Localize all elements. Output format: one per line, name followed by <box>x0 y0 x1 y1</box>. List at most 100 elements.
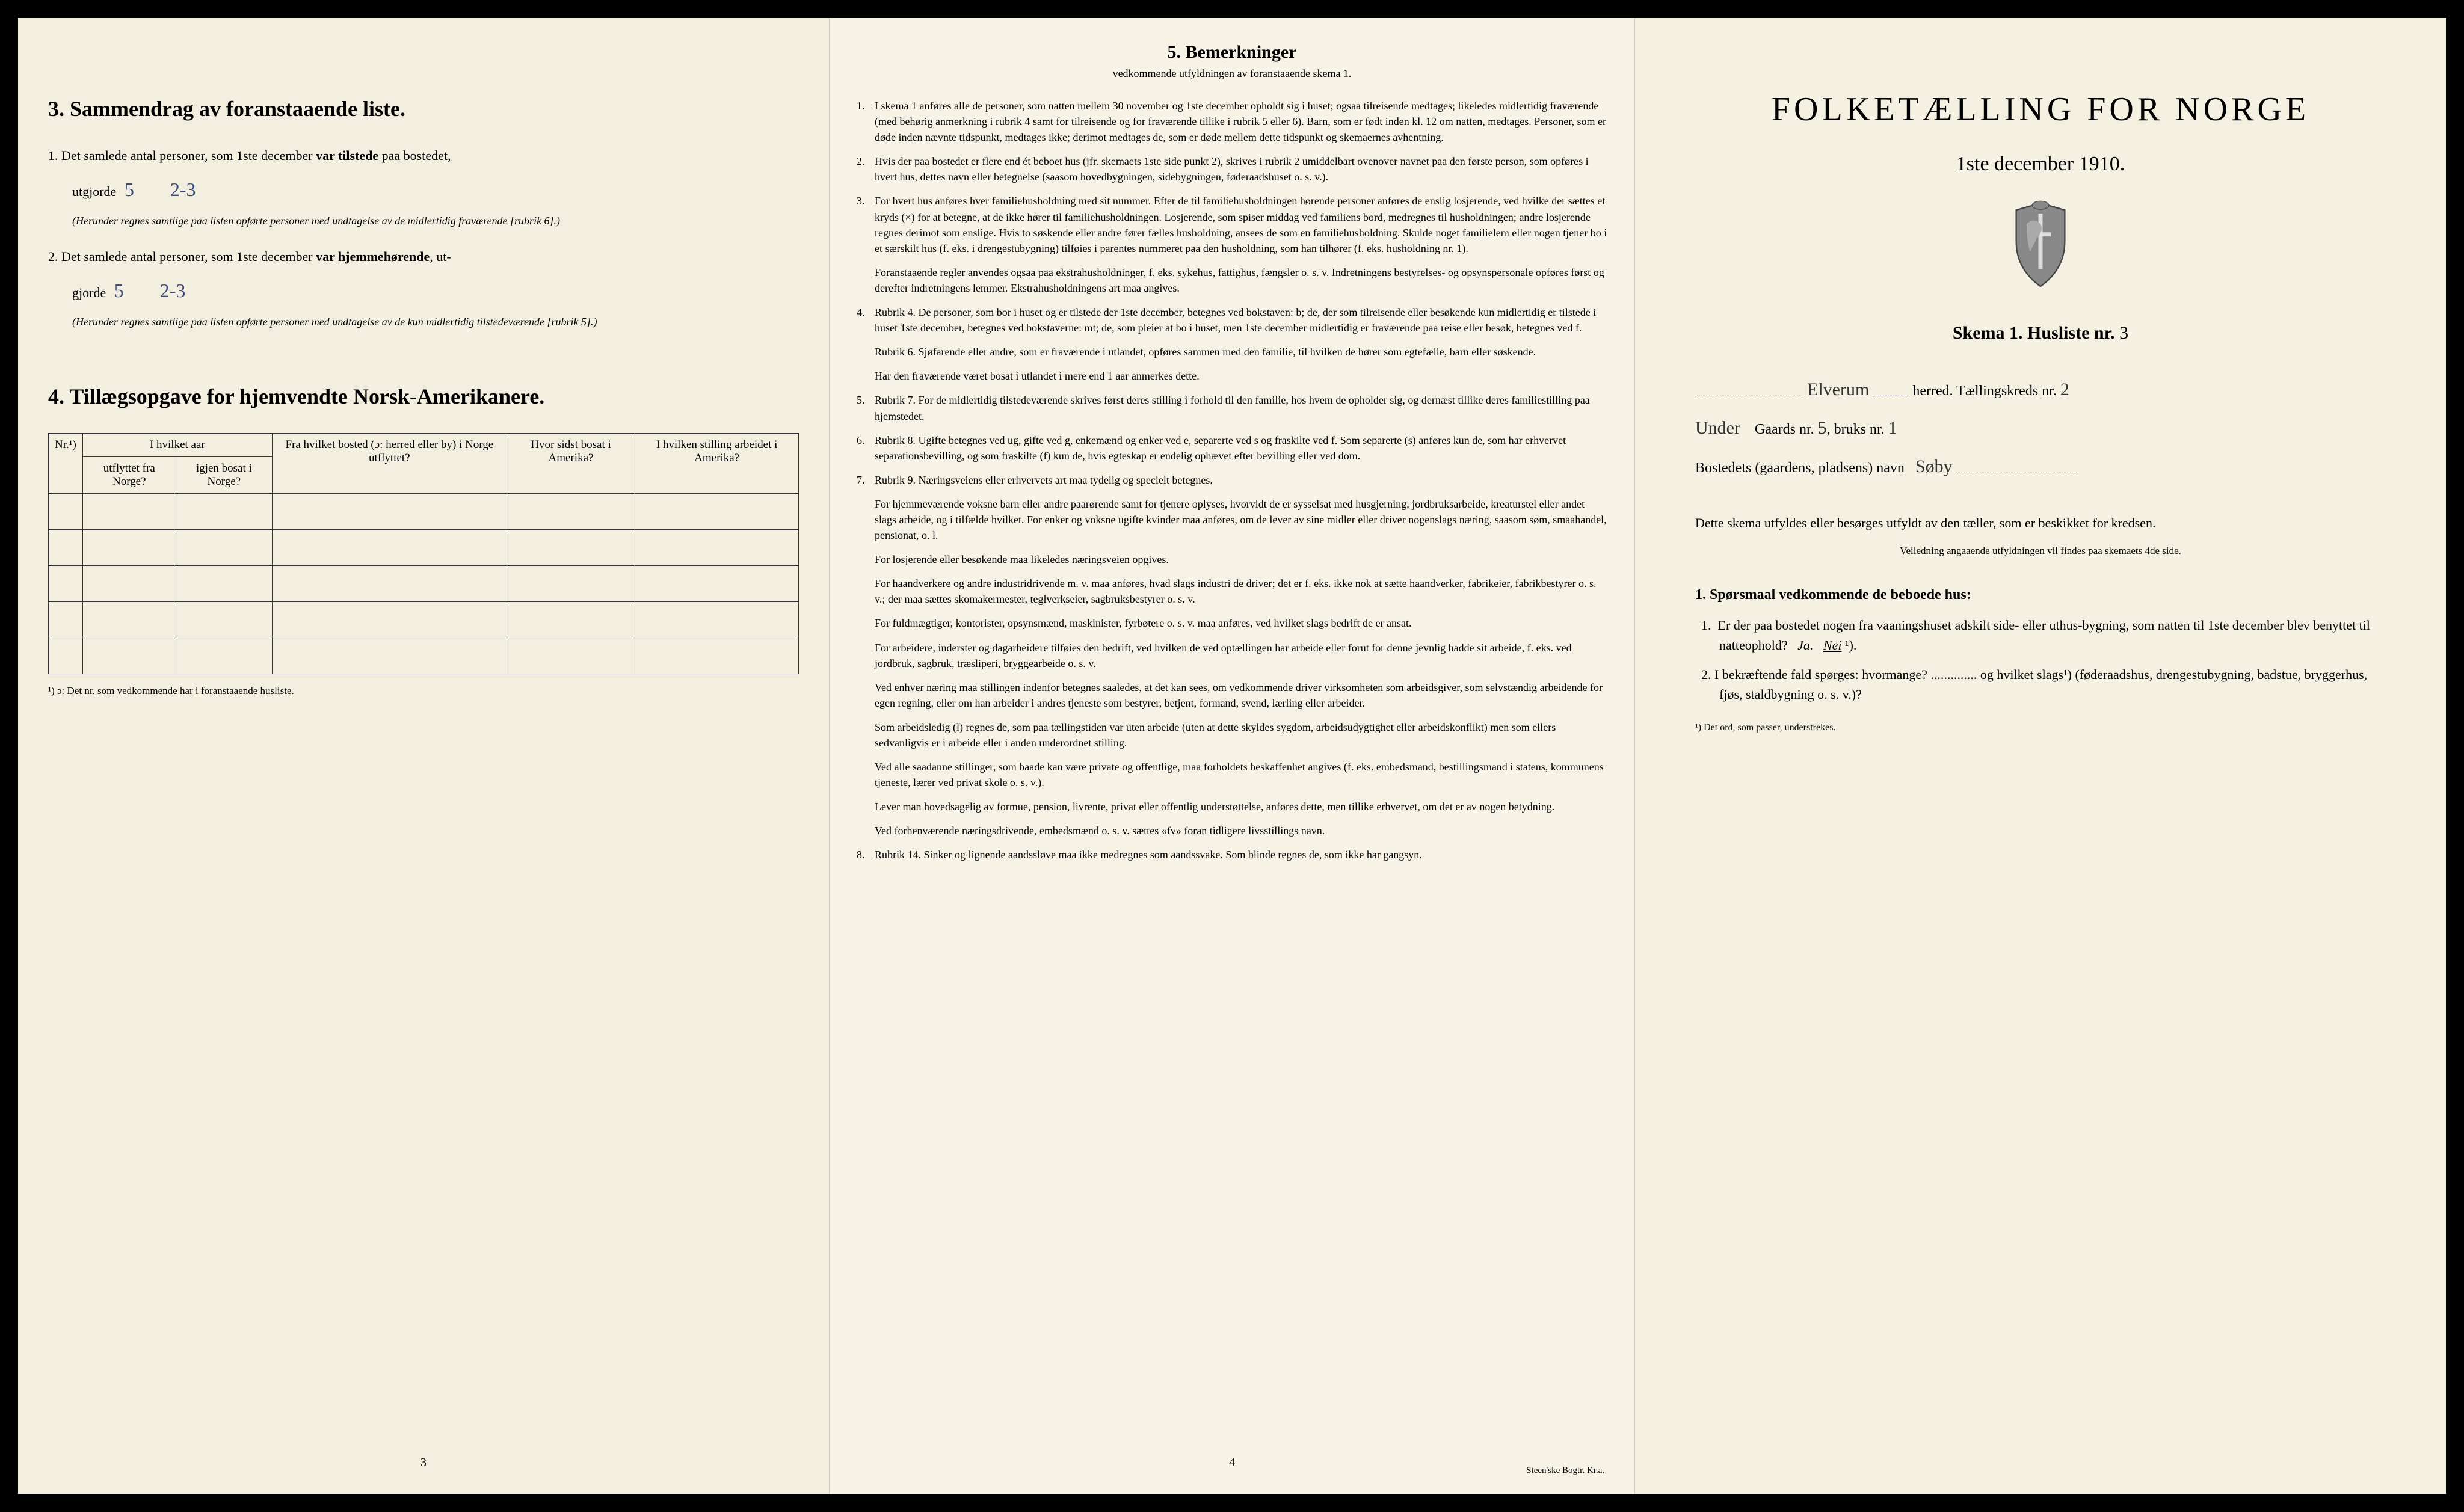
s3-item1: 1. Det samlede antal personer, som 1ste … <box>48 146 799 165</box>
bemerkning-item: 4.Rubrik 4. De personer, som bor i huset… <box>857 304 1607 336</box>
questions-title: 1. Spørsmaal vedkommende de beboede hus: <box>1695 587 2386 603</box>
hw-count-2b: 2-3 <box>155 276 191 305</box>
gaards-nr-hw: 5 <box>1818 418 1827 438</box>
col-bosted: Fra hvilket bosted (ɔ: herred eller by) … <box>272 434 507 494</box>
bosted-hw: Søby <box>1915 456 1953 476</box>
bemerkning-item: For fuldmægtiger, kontorister, opsynsmæn… <box>857 615 1607 631</box>
question-1: 1. Er der paa bostedet nogen fra vaaning… <box>1719 615 2386 655</box>
bemerkning-item: Rubrik 6. Sjøfarende eller andre, som er… <box>857 344 1607 360</box>
item-number: 8. <box>857 847 875 862</box>
item-text: Rubrik 9. Næringsveiens eller erhvervets… <box>875 472 1607 488</box>
bosted-line: Bostedets (gaardens, pladsens) navn Søby <box>1665 456 2416 477</box>
item-text: I skema 1 anføres alle de personer, som … <box>875 98 1607 145</box>
col-aar: I hvilket aar <box>82 434 272 457</box>
item-text: For losjerende eller besøkende maa likel… <box>875 552 1607 567</box>
item-number <box>857 344 875 360</box>
item-number <box>857 615 875 631</box>
item-text: Ved alle saadanne stillinger, som baade … <box>875 759 1607 790</box>
page-number-3: 3 <box>18 1456 829 1470</box>
bemerkninger-list: 1.I skema 1 anføres alle de personer, so… <box>857 98 1607 863</box>
s3-item2: 2. Det samlede antal personer, som 1ste … <box>48 247 799 266</box>
husliste-nr-hw: 3 <box>2119 323 2128 343</box>
kreds-nr-hw: 2 <box>2060 380 2069 399</box>
s3-i2-suffix: , ut- <box>430 249 451 264</box>
table-row <box>49 530 799 566</box>
item-number: 4. <box>857 304 875 336</box>
item-number: 7. <box>857 472 875 488</box>
bosted-label: Bostedets (gaardens, pladsens) navn <box>1695 460 1905 476</box>
bemerkning-item: 2.Hvis der paa bostedet er flere end ét … <box>857 153 1607 185</box>
skema-label: Skema 1. Husliste nr. <box>1953 323 2115 343</box>
item-text: Ved enhver næring maa stillingen indenfo… <box>875 680 1607 711</box>
item-number <box>857 680 875 711</box>
skema-line: Skema 1. Husliste nr. 3 <box>1665 323 2416 343</box>
bemerkning-item: For arbeidere, inderster og dagarbeidere… <box>857 640 1607 671</box>
s3-utgjorde2: gjorde 5 2-3 <box>72 276 799 305</box>
bemerkning-item: Lever man hovedsagelig av formue, pensio… <box>857 799 1607 814</box>
item-number <box>857 265 875 296</box>
bemerkning-item: Som arbeidsledig (l) regnes de, som paa … <box>857 719 1607 751</box>
item-number <box>857 823 875 838</box>
herred-hw: Elverum <box>1807 380 1869 399</box>
document-spread: 3. Sammendrag av foranstaaende liste. 1.… <box>18 18 2446 1494</box>
item-number <box>857 759 875 790</box>
bemerkning-item: For losjerende eller besøkende maa likel… <box>857 552 1607 567</box>
item-text: Ved forhenværende næringsdrivende, embed… <box>875 823 1607 838</box>
item-number <box>857 719 875 751</box>
item-number <box>857 368 875 384</box>
item-text: For haandverkere og andre industridriven… <box>875 576 1607 607</box>
page-1-title: FOLKETÆLLING FOR NORGE 1ste december 191… <box>1635 18 2446 1494</box>
norway-coat-of-arms-icon <box>1665 200 2416 293</box>
table-row <box>49 602 799 638</box>
s3-i2-prefix: 2. Det samlede antal personer, som 1ste … <box>48 249 316 264</box>
item-text: Hvis der paa bostedet er flere end ét be… <box>875 153 1607 185</box>
bemerkning-item: Ved forhenværende næringsdrivende, embed… <box>857 823 1607 838</box>
s4-footnote: ¹) ɔ: Det nr. som vedkommende har i fora… <box>48 685 799 697</box>
item-text: For hvert hus anføres hver familiehushol… <box>875 193 1607 256</box>
table-row <box>49 566 799 602</box>
bemerkning-item: Ved enhver næring maa stillingen indenfo… <box>857 680 1607 711</box>
item-number <box>857 799 875 814</box>
item-number: 3. <box>857 193 875 256</box>
hw-count-1a: 5 <box>120 175 139 204</box>
gaards-line: Under Gaards nr. 5, bruks nr. 1 <box>1665 418 2416 438</box>
norsk-amerikanere-table: Nr.¹) I hvilket aar Fra hvilket bosted (… <box>48 433 799 674</box>
q-footnote: ¹) Det ord, som passer, understrekes. <box>1695 722 2386 733</box>
bemerkning-item: For haandverkere og andre industridriven… <box>857 576 1607 607</box>
col-aar-sub2: igjen bosat i Norge? <box>176 457 272 494</box>
question-2: 2. I bekræftende fald spørges: hvormange… <box>1719 665 2386 704</box>
hw-count-2a: 5 <box>109 276 129 305</box>
bemerkning-item: 6.Rubrik 8. Ugifte betegnes ved ug, gift… <box>857 432 1607 464</box>
bemerkning-item: Har den fraværende været bosat i utlande… <box>857 368 1607 384</box>
instruction-text: Dette skema utfyldes eller besørges utfy… <box>1695 513 2386 533</box>
section3-title: 3. Sammendrag av foranstaaende liste. <box>48 96 799 121</box>
page-number-4: 4 <box>830 1456 1634 1470</box>
col-nr: Nr.¹) <box>49 434 83 494</box>
utgjorde-label-1: utgjorde <box>72 184 116 199</box>
s3-utgjorde1: utgjorde 5 2-3 <box>72 175 799 204</box>
printer-credit: Steen'ske Bogtr. Kr.a. <box>1526 1466 1604 1476</box>
item-text: For fuldmægtiger, kontorister, opsynsmæn… <box>875 615 1607 631</box>
document-main-title: FOLKETÆLLING FOR NORGE <box>1665 90 2416 129</box>
item-number <box>857 552 875 567</box>
under-label-hw: Under <box>1695 418 1740 438</box>
s3-i1-suffix: paa bostedet, <box>378 148 451 163</box>
item-number: 6. <box>857 432 875 464</box>
col-aar-sub1: utflyttet fra Norge? <box>82 457 176 494</box>
bemerkning-item: 5.Rubrik 7. For de midlertidig tilstedev… <box>857 392 1607 423</box>
bemerkning-item: Ved alle saadanne stillinger, som baade … <box>857 759 1607 790</box>
bemerkning-item: For hjemmeværende voksne barn eller andr… <box>857 496 1607 543</box>
table-row <box>49 638 799 674</box>
bemerkning-item: 7.Rubrik 9. Næringsveiens eller erhverve… <box>857 472 1607 488</box>
item-text: Som arbeidsledig (l) regnes de, som paa … <box>875 719 1607 751</box>
page-3: 3. Sammendrag av foranstaaende liste. 1.… <box>18 18 830 1494</box>
item-number <box>857 576 875 607</box>
s3-i2-bold: var hjemmehørende <box>316 249 430 264</box>
instruction-small: Veiledning angaaende utfyldningen vil fi… <box>1665 545 2416 557</box>
section5-title: 5. Bemerkninger <box>857 42 1607 63</box>
bruks-nr-hw: 1 <box>1888 418 1897 438</box>
item-text: For hjemmeværende voksne barn eller andr… <box>875 496 1607 543</box>
census-date: 1ste december 1910. <box>1665 153 2416 176</box>
item-text: Lever man hovedsagelig av formue, pensio… <box>875 799 1607 814</box>
item-text: Rubrik 6. Sjøfarende eller andre, som er… <box>875 344 1607 360</box>
